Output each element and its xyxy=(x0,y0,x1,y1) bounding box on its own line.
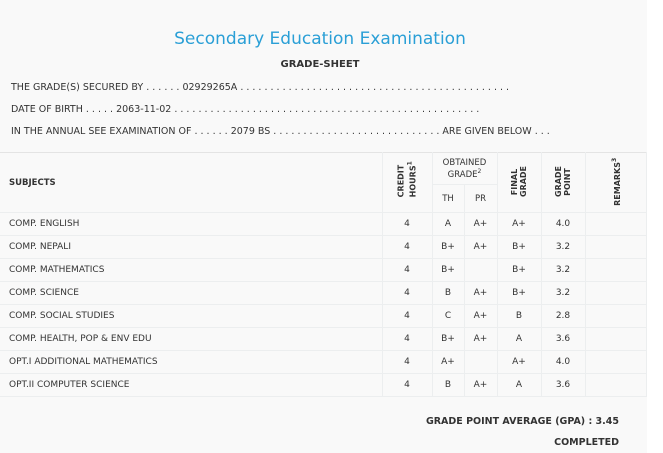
table-row: OPT.I ADDITIONAL MATHEMATICS 4 A+ A+ 4.0 xyxy=(0,350,647,374)
header-subjects: SUBJECTS xyxy=(0,152,383,213)
cell-pr: A+ xyxy=(463,281,498,305)
table-row: COMP. ENGLISH 4 A A+ A+ 4.0 xyxy=(0,212,647,236)
cell-th: B xyxy=(431,281,465,305)
exam-line: IN THE ANNUAL SEE EXAMINATION OF . . . .… xyxy=(11,126,550,137)
cell-gp: 3.2 xyxy=(540,281,586,305)
cell-final: B+ xyxy=(496,258,542,282)
cell-th: A+ xyxy=(431,350,465,374)
cell-subject: COMP. MATHEMATICS xyxy=(0,258,383,282)
header-final-grade: FINAL GRADE xyxy=(496,152,542,213)
cell-remarks xyxy=(584,212,647,236)
cell-remarks xyxy=(584,373,647,397)
cell-pr: A+ xyxy=(463,327,498,351)
cell-th: A xyxy=(431,212,465,236)
cell-final: A xyxy=(496,327,542,351)
cell-gp: 3.6 xyxy=(540,373,586,397)
cell-credit: 4 xyxy=(381,350,433,374)
cell-remarks xyxy=(584,281,647,305)
cell-final: A+ xyxy=(496,212,542,236)
cell-final: A+ xyxy=(496,350,542,374)
cell-pr: A+ xyxy=(463,304,498,328)
cell-final: B+ xyxy=(496,281,542,305)
cell-gp: 3.6 xyxy=(540,327,586,351)
cell-remarks xyxy=(584,304,647,328)
cell-subject: COMP. NEPALI xyxy=(0,235,383,259)
table-row: COMP. NEPALI 4 B+ A+ B+ 3.2 xyxy=(0,235,647,259)
header-th: TH xyxy=(431,184,465,213)
cell-remarks xyxy=(584,350,647,374)
cell-subject: OPT.I ADDITIONAL MATHEMATICS xyxy=(0,350,383,374)
cell-gp: 4.0 xyxy=(540,212,586,236)
table-row: COMP. MATHEMATICS 4 B+ B+ 3.2 xyxy=(0,258,647,282)
cell-th: B+ xyxy=(431,235,465,259)
cell-th: C xyxy=(431,304,465,328)
dob-line: DATE OF BIRTH . . . . . 2063-11-02 . . .… xyxy=(11,104,480,115)
cell-th: B+ xyxy=(431,258,465,282)
grades-table: SUBJECTS CREDIT HOURS1 OBTAINED GRADE2 F… xyxy=(0,152,647,397)
table-row: OPT.II COMPUTER SCIENCE 4 B A+ A 3.6 xyxy=(0,373,647,397)
cell-credit: 4 xyxy=(381,212,433,236)
cell-pr: A+ xyxy=(463,373,498,397)
table-row: COMP. HEALTH, POP & ENV EDU 4 B+ A+ A 3.6 xyxy=(0,327,647,351)
cell-final: B xyxy=(496,304,542,328)
cell-subject: OPT.II COMPUTER SCIENCE xyxy=(0,373,383,397)
header-credit-hours: CREDIT HOURS1 xyxy=(381,152,433,213)
cell-credit: 4 xyxy=(381,304,433,328)
cell-credit: 4 xyxy=(381,258,433,282)
cell-subject: COMP. HEALTH, POP & ENV EDU xyxy=(0,327,383,351)
cell-credit: 4 xyxy=(381,235,433,259)
cell-pr: A+ xyxy=(463,212,498,236)
cell-final: B+ xyxy=(496,235,542,259)
cell-gp: 2.8 xyxy=(540,304,586,328)
cell-subject: COMP. SOCIAL STUDIES xyxy=(0,304,383,328)
cell-pr xyxy=(463,350,498,374)
header-pr: PR xyxy=(463,184,498,213)
cell-gp: 3.2 xyxy=(540,235,586,259)
cell-gp: 4.0 xyxy=(540,350,586,374)
page-title: Secondary Education Examination xyxy=(174,29,466,49)
status: COMPLETED xyxy=(554,437,619,448)
cell-subject: COMP. ENGLISH xyxy=(0,212,383,236)
cell-subject: COMP. SCIENCE xyxy=(0,281,383,305)
cell-credit: 4 xyxy=(381,373,433,397)
cell-credit: 4 xyxy=(381,281,433,305)
secured-by-line: THE GRADE(S) SECURED BY . . . . . . 0292… xyxy=(11,82,510,93)
table-row: COMP. SCIENCE 4 B A+ B+ 3.2 xyxy=(0,281,647,305)
cell-remarks xyxy=(584,258,647,282)
cell-th: B xyxy=(431,373,465,397)
cell-remarks xyxy=(584,235,647,259)
cell-pr: A+ xyxy=(463,235,498,259)
header-grade-point: GRADE POINT xyxy=(540,152,586,213)
gpa: GRADE POINT AVERAGE (GPA) : 3.45 xyxy=(425,416,619,427)
header-remarks: REMARKS3 xyxy=(584,152,647,213)
cell-gp: 3.2 xyxy=(540,258,586,282)
grade-sheet: Secondary Education Examination GRADE-SH… xyxy=(0,29,647,448)
cell-credit: 4 xyxy=(381,327,433,351)
table-row: COMP. SOCIAL STUDIES 4 C A+ B 2.8 xyxy=(0,304,647,328)
header-obtained-grade: OBTAINED GRADE2 xyxy=(431,152,498,185)
cell-final: A xyxy=(496,373,542,397)
cell-th: B+ xyxy=(431,327,465,351)
subtitle: GRADE-SHEET xyxy=(280,59,360,70)
cell-remarks xyxy=(584,327,647,351)
cell-pr xyxy=(463,258,498,282)
